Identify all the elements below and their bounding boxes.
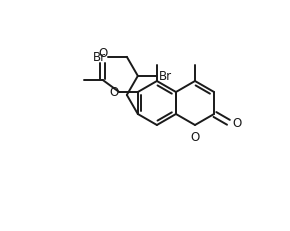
Text: O: O <box>190 131 200 143</box>
Text: Br: Br <box>93 51 106 64</box>
Text: O: O <box>109 86 118 99</box>
Text: O: O <box>232 117 242 130</box>
Text: Br: Br <box>159 70 172 83</box>
Text: O: O <box>98 47 107 60</box>
